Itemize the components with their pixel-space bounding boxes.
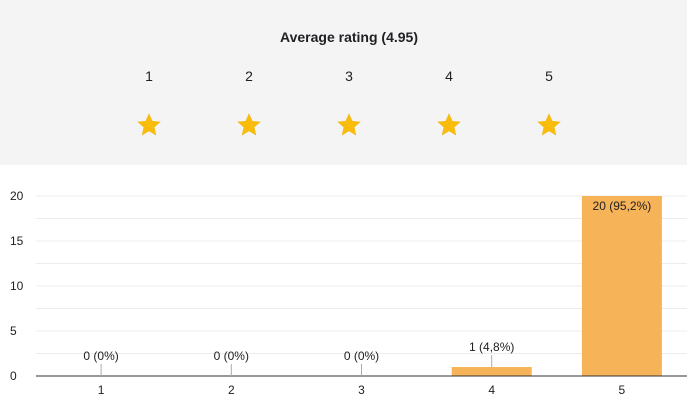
data-label: 0 (0%) <box>214 349 249 363</box>
rating-summary-panel: Average rating (4.95) 1 2 3 4 5 <box>0 0 687 165</box>
bar <box>451 367 532 376</box>
star-column-2: 2 <box>229 66 269 139</box>
star-icon <box>437 113 461 136</box>
star-label-2: 2 <box>245 68 253 84</box>
star-column-5: 5 <box>529 66 569 139</box>
y-tick-label: 20 <box>10 189 24 203</box>
star-column-1: 1 <box>129 66 169 139</box>
x-tick-label: 3 <box>358 383 365 397</box>
y-tick-label: 5 <box>10 324 17 338</box>
star-label-5: 5 <box>545 68 553 84</box>
x-tick-label: 2 <box>228 383 235 397</box>
x-tick-label: 5 <box>619 383 626 397</box>
star-icon <box>537 113 561 136</box>
data-label: 1 (4,8%) <box>469 340 514 354</box>
star-icon <box>137 113 161 136</box>
rating-distribution-chart: 0 5 10 15 20 1 2 3 4 5 0 (0%) 0 (0%) 0 (0%) 1 (4,8%)… <box>10 189 687 397</box>
data-label: 0 (0%) <box>344 349 379 363</box>
star-label-4: 4 <box>445 68 453 84</box>
bar <box>581 196 662 376</box>
star-icon <box>237 113 261 136</box>
data-label: 0 (0%) <box>83 349 118 363</box>
star-column-3: 3 <box>329 66 369 139</box>
star-column-4: 4 <box>429 66 469 139</box>
star-label-3: 3 <box>345 68 353 84</box>
star-label-1: 1 <box>145 68 153 84</box>
x-tick-label: 4 <box>488 383 495 397</box>
star-icon <box>337 113 361 136</box>
y-tick-label: 0 <box>10 369 17 383</box>
y-tick-label: 10 <box>10 279 24 293</box>
data-label: 20 (95,2%) <box>593 199 652 213</box>
x-tick-label: 1 <box>98 383 105 397</box>
y-tick-label: 15 <box>10 234 24 248</box>
average-rating-title: Average rating (4.95) <box>280 29 418 45</box>
